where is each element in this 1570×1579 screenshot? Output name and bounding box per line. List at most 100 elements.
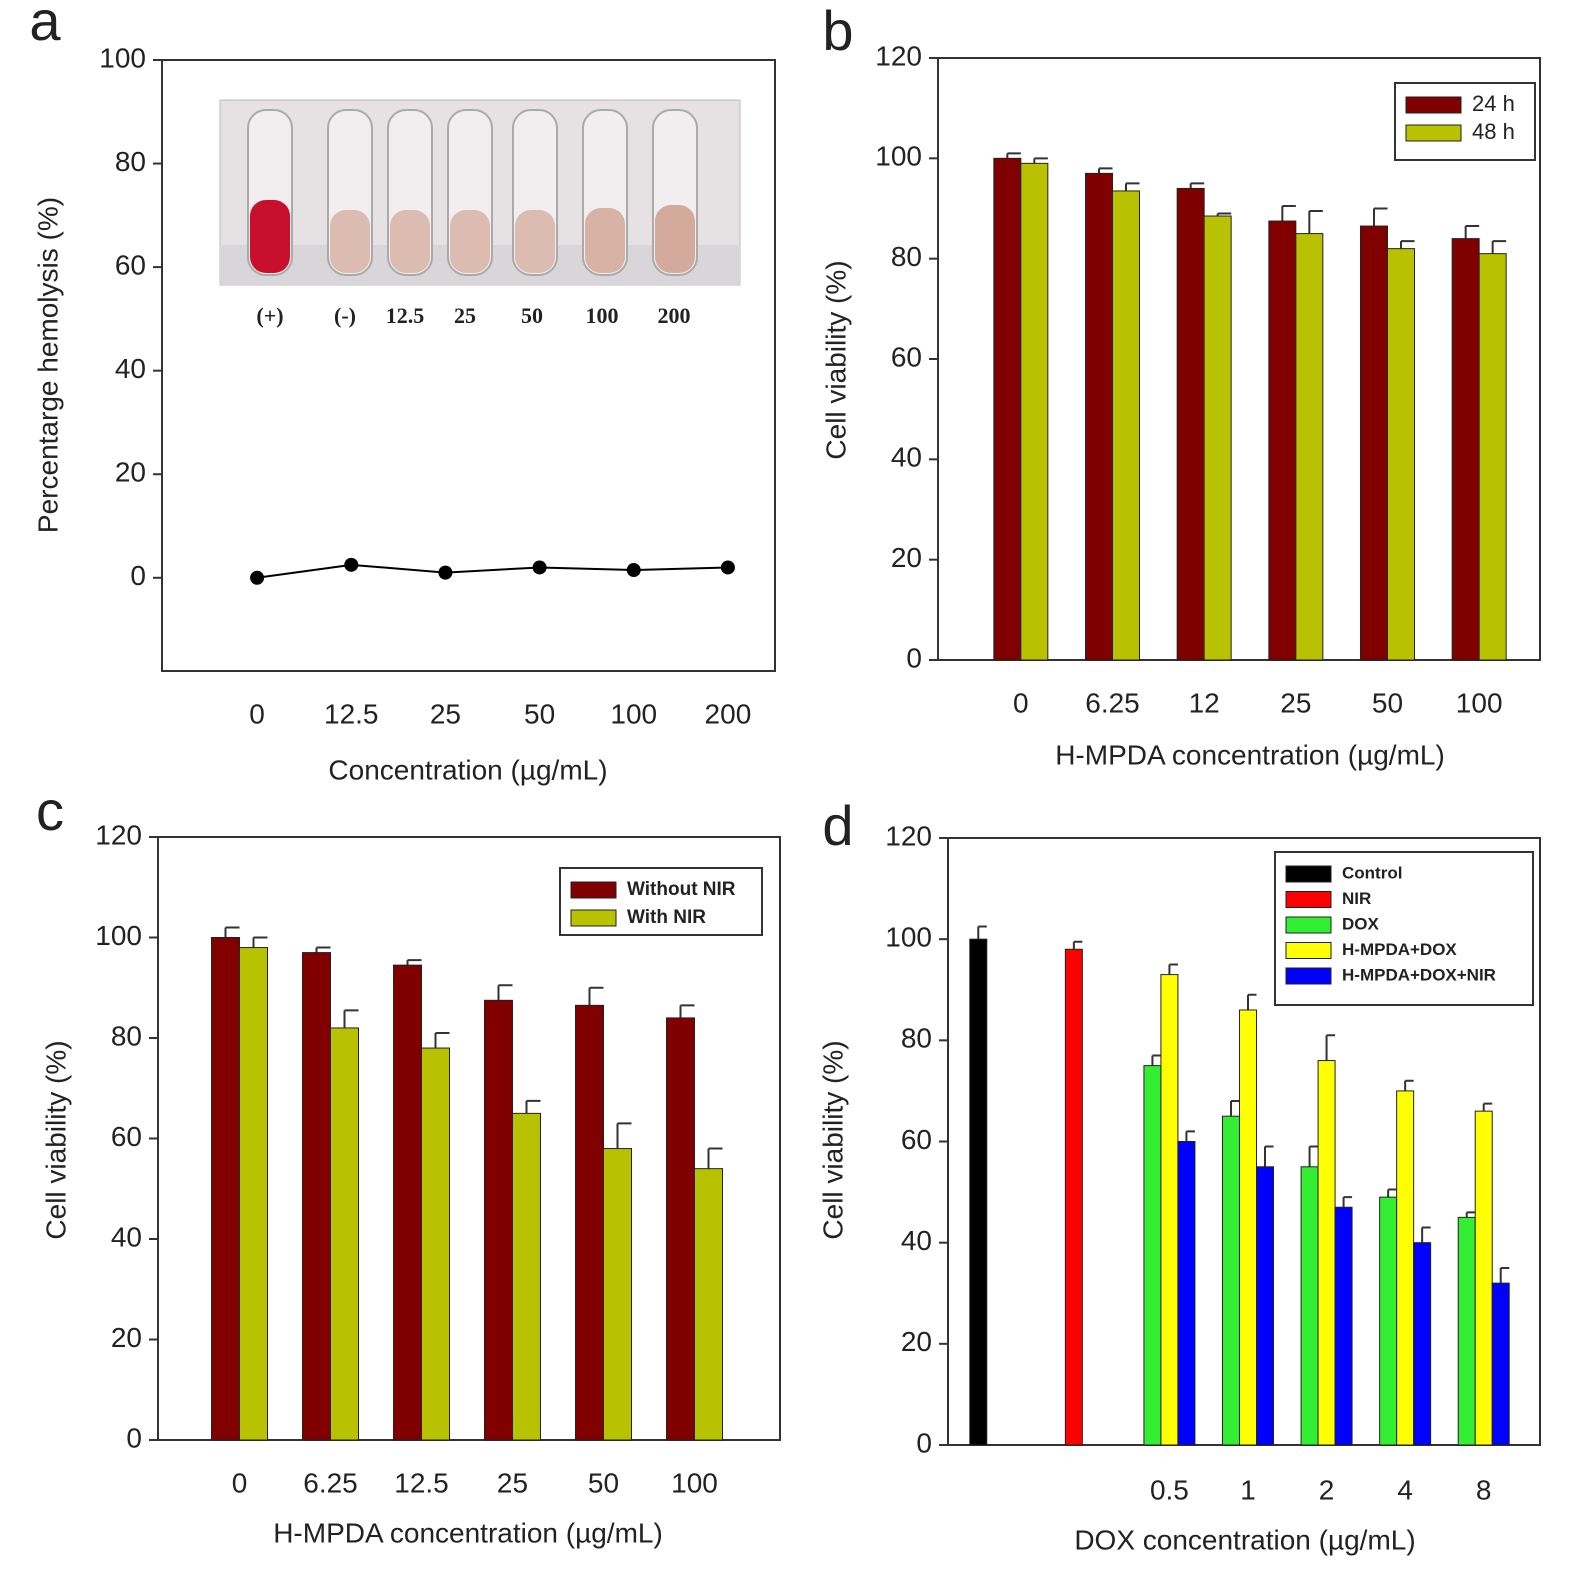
- inset-label: 12.5: [386, 303, 425, 328]
- error-bar: [1264, 1145, 1274, 1167]
- inset-label: (+): [256, 303, 283, 328]
- legend-swatch: [570, 909, 617, 927]
- y-tick-label: 0: [916, 1427, 932, 1458]
- legend-label: H-MPDA+DOX: [1342, 940, 1457, 959]
- x-tick-label: 8: [1476, 1474, 1492, 1505]
- error-bar: [1125, 182, 1140, 191]
- y-tick-label: 40: [891, 442, 922, 473]
- x-tick-label: 12.5: [394, 1467, 449, 1498]
- legend-swatch: [1285, 942, 1332, 959]
- inset-label: 25: [454, 303, 476, 328]
- inset-photo: [219, 99, 741, 286]
- y-tick-label: 80: [891, 241, 922, 272]
- y-tick-label: 60: [901, 1124, 932, 1155]
- bar: [603, 1148, 632, 1441]
- x-tick-label: 50: [588, 1467, 619, 1498]
- y-tick-label: 80: [901, 1023, 932, 1054]
- bar: [1160, 974, 1179, 1446]
- error-bar: [224, 926, 240, 938]
- error-bar: [1230, 1100, 1240, 1117]
- error-bar: [616, 1122, 632, 1149]
- error-bar: [1033, 157, 1048, 164]
- bar: [575, 1004, 604, 1441]
- bar: [1085, 172, 1113, 661]
- bar: [1474, 1110, 1493, 1446]
- bar: [421, 1047, 450, 1441]
- y-tick-label: 40: [115, 353, 146, 384]
- x-tick-label: 1: [1240, 1474, 1256, 1505]
- data-point: [532, 560, 547, 575]
- error-bar: [1342, 1196, 1353, 1208]
- error-bar: [525, 1099, 541, 1114]
- panel-label: d: [822, 794, 853, 857]
- panel-label: a: [29, 0, 61, 52]
- legend-label: Control: [1342, 863, 1402, 882]
- y-tick-label: 100: [875, 141, 922, 172]
- legend-swatch: [1285, 891, 1332, 908]
- bar: [1222, 1115, 1240, 1446]
- x-tick-label: 12: [1189, 687, 1220, 718]
- plot-frame: [161, 59, 776, 672]
- y-tick-label: 20: [891, 542, 922, 573]
- legend-swatch: [1405, 96, 1462, 114]
- y-tick-label: 0: [906, 642, 922, 673]
- error-bar: [315, 946, 331, 953]
- error-bar: [1189, 182, 1205, 189]
- bar: [330, 1027, 359, 1441]
- x-tick-label: 100: [671, 1467, 718, 1498]
- bar: [666, 1017, 695, 1441]
- y-tick-label: 20: [115, 457, 146, 488]
- error-bar: [406, 959, 422, 966]
- legend-box: [1394, 82, 1536, 161]
- y-axis-title: Percentarge hemolysis (%): [32, 197, 63, 533]
- bar: [993, 157, 1022, 661]
- y-tick-label: 40: [901, 1225, 932, 1256]
- y-tick-label: 100: [95, 920, 142, 951]
- bar: [1300, 1166, 1319, 1446]
- x-tick-label: 100: [610, 698, 657, 729]
- error-bar: [1482, 1102, 1493, 1112]
- y-tick-label: 100: [885, 922, 932, 953]
- error-bar: [1491, 240, 1507, 254]
- y-tick-label: 120: [875, 40, 922, 71]
- bar: [1457, 1216, 1476, 1446]
- bar: [1143, 1065, 1162, 1446]
- x-tick-label: 6.25: [303, 1467, 358, 1498]
- bar: [1112, 190, 1140, 661]
- error-bar: [1325, 1034, 1336, 1061]
- error-bar: [434, 1031, 450, 1049]
- x-tick-label: 25: [430, 698, 461, 729]
- inset-label: 200: [658, 303, 691, 328]
- x-tick-label: 12.5: [324, 698, 379, 729]
- legend-label: Without NIR: [627, 879, 736, 900]
- data-point: [720, 560, 735, 575]
- bar: [1020, 162, 1049, 661]
- y-axis-title: Cell viability (%): [817, 1040, 848, 1239]
- bar: [211, 937, 240, 1441]
- bar: [393, 964, 422, 1441]
- error-bar: [1465, 1211, 1476, 1218]
- bar: [1360, 225, 1388, 661]
- legend-label: 48 h: [1472, 119, 1515, 144]
- legend-swatch: [570, 881, 617, 899]
- error-bar: [1168, 963, 1178, 975]
- legend-swatch: [1405, 124, 1462, 142]
- legend-swatch: [1285, 916, 1332, 934]
- bar: [302, 952, 331, 1441]
- x-tick-label: 50: [524, 698, 555, 729]
- x-tick-label: 100: [1456, 687, 1503, 718]
- error-bar: [1247, 993, 1257, 1010]
- error-bar: [977, 925, 987, 940]
- legend-label: 24 h: [1472, 91, 1515, 116]
- x-tick-label: 200: [705, 698, 752, 729]
- y-tick-label: 60: [111, 1121, 142, 1152]
- error-bar: [1421, 1226, 1431, 1243]
- x-axis-title: Concentration (µg/mL): [328, 754, 607, 785]
- y-tick-label: 100: [99, 42, 146, 73]
- y-tick-label: 20: [901, 1326, 932, 1357]
- data-point: [250, 570, 265, 585]
- error-bar: [707, 1147, 723, 1169]
- error-bar: [588, 986, 604, 1006]
- legend-swatch: [1285, 967, 1332, 985]
- y-tick-label: 0: [126, 1422, 142, 1453]
